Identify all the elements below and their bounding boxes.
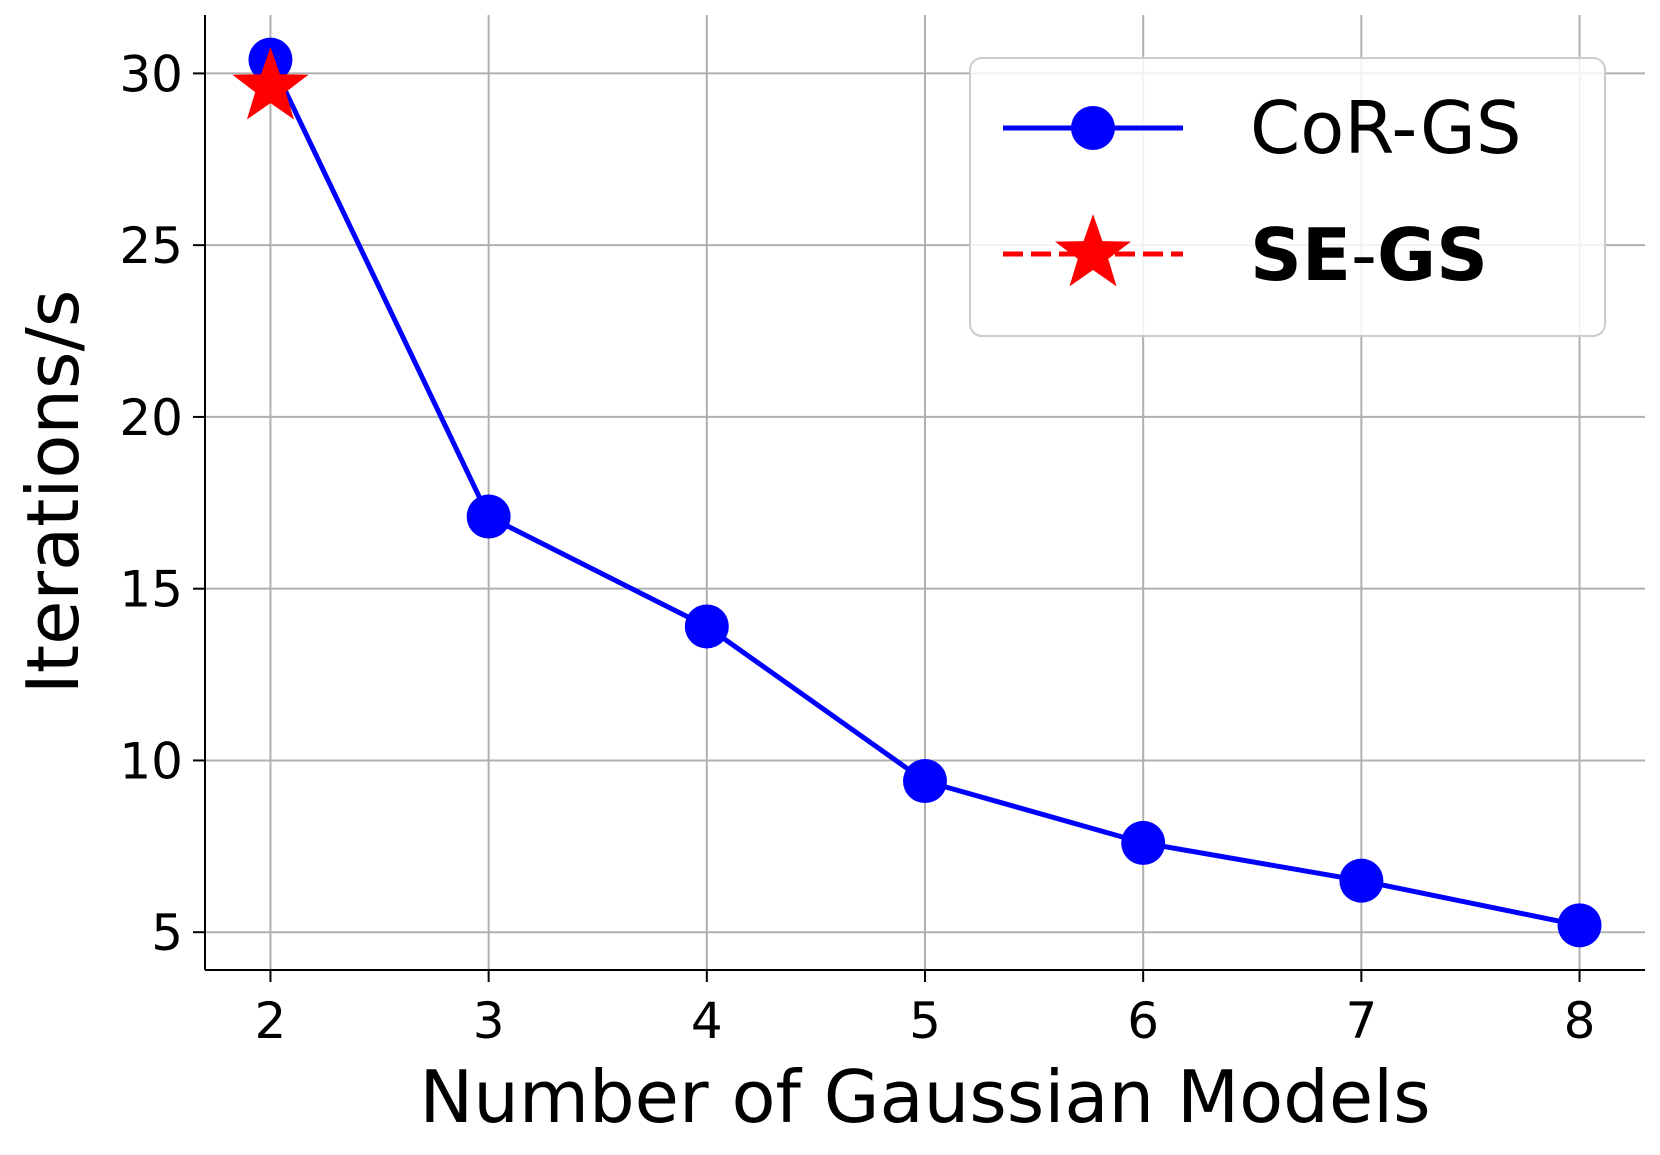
- data-point-cor-gs: [1339, 858, 1384, 903]
- data-point-cor-gs: [684, 604, 729, 649]
- legend-marker-cor-gs: [1071, 106, 1115, 150]
- data-point-se-gs: [232, 47, 309, 120]
- legend-label-part: GS: [1377, 213, 1488, 297]
- x-tick-label: 2: [255, 992, 287, 1050]
- y-tick-label: 5: [151, 904, 183, 962]
- y-tick-label: 20: [119, 389, 183, 447]
- series-cor-gs: [248, 37, 1602, 948]
- legend-label-se-gs: SE-GS: [1250, 213, 1488, 297]
- legend-marker-se-gs: [1055, 214, 1131, 287]
- y-tick-label: 10: [119, 732, 183, 790]
- y-axis-label: Iterations/s: [11, 290, 95, 695]
- data-point-cor-gs: [1121, 820, 1166, 865]
- x-axis-label: Number of Gaussian Models: [419, 1055, 1430, 1139]
- data-point-cor-gs: [903, 759, 947, 804]
- x-ticks: 2 3 4 5 6 7 8: [255, 970, 1596, 1050]
- legend-label-part: -: [1351, 213, 1377, 297]
- x-tick-label: 4: [691, 992, 723, 1050]
- y-tick-label: 30: [119, 45, 183, 103]
- x-tick-label: 3: [473, 992, 505, 1050]
- legend-entry-cor-gs: CoR-GS: [1003, 86, 1522, 170]
- x-tick-label: 5: [909, 992, 941, 1050]
- x-tick-label: 7: [1345, 992, 1377, 1050]
- legend-label-part: SE: [1250, 213, 1351, 297]
- legend-entry-se-gs: SE-GS: [1003, 213, 1488, 297]
- legend-label-cor-gs: CoR-GS: [1250, 86, 1522, 170]
- series-se-gs: [232, 47, 309, 120]
- x-tick-label: 8: [1564, 992, 1596, 1050]
- data-point-cor-gs: [466, 494, 511, 539]
- data-point-cor-gs: [1557, 903, 1602, 948]
- legend: CoR-GS SE-GS: [969, 57, 1606, 337]
- y-tick-label: 15: [119, 561, 183, 619]
- series-layer: [232, 37, 1602, 948]
- y-tick-label: 25: [119, 217, 183, 275]
- y-ticks: 5 10 15 20 25 30: [119, 45, 205, 962]
- x-tick-label: 6: [1127, 992, 1159, 1050]
